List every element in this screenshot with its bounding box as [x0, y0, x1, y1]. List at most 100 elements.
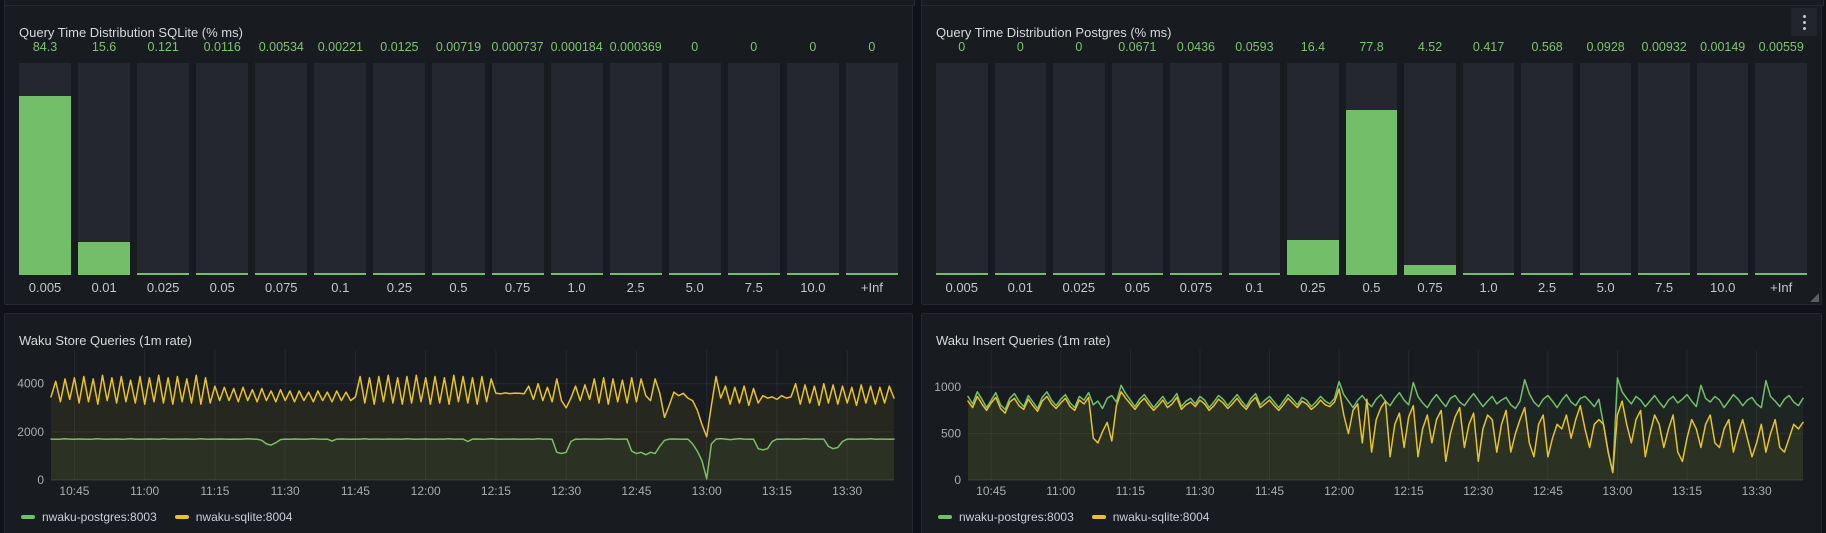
panel-title[interactable]: Query Time Distribution Postgres (% ms): [936, 24, 1172, 40]
bar-fill: [550, 273, 603, 275]
bar-column: 0.568 2.5: [1521, 40, 1573, 296]
bar-fill: [1579, 273, 1632, 275]
bar-track: [1228, 63, 1281, 275]
panel-resize-handle[interactable]: [1810, 293, 1819, 302]
bar-fill: [1111, 273, 1164, 275]
bar-column: 0.0593 0.1: [1228, 40, 1281, 296]
bar-value-label: 16.4: [1300, 40, 1326, 54]
bar-value-label: 0: [868, 40, 876, 54]
x-axis-tick-label: 11:15: [200, 484, 229, 498]
panel-title[interactable]: Waku Insert Queries (1m rate): [936, 332, 1111, 348]
bar-column: 0 7.5: [727, 40, 780, 296]
series-line-nwaku-postgres:8003: [50, 437, 895, 480]
bar-x-label: 1.0: [1479, 280, 1498, 295]
bar-value-label: 0.0436: [1176, 40, 1215, 54]
x-axis-tick-label: 13:00: [1602, 484, 1632, 498]
bar-track: [432, 63, 485, 275]
bar-track: [609, 63, 662, 275]
bar-x-label: 0.025: [1062, 280, 1096, 295]
bar-track: [727, 63, 780, 275]
bar-fill: [1638, 273, 1690, 275]
bar-track: [845, 63, 898, 275]
bar-x-label: 7.5: [1655, 280, 1674, 295]
legend-series-label: nwaku-sqlite:8004: [1112, 510, 1210, 524]
bar-value-label: 0.0125: [380, 40, 419, 54]
legend-series-swatch: [174, 515, 189, 519]
bar-track: [373, 63, 426, 275]
bar-value-label: 0.568: [1531, 40, 1563, 54]
bar-value-label: 0: [809, 40, 817, 54]
panel-title[interactable]: Waku Store Queries (1m rate): [19, 332, 192, 348]
bar-column: 15.6 0.01: [78, 40, 131, 296]
series-area-nwaku-sqlite:8004: [51, 375, 894, 480]
bar-value-label: 0.000184: [550, 40, 603, 54]
bar-track: [1696, 63, 1749, 275]
bar-fill: [1462, 273, 1515, 275]
x-axis-tick-label: 13:30: [1742, 484, 1772, 498]
bar-fill: [373, 273, 426, 275]
bar-track: [1111, 63, 1164, 275]
y-axis-tick-label: 500: [941, 427, 961, 441]
bar-value-label: 0: [958, 40, 966, 54]
bar-value-label: 0: [691, 40, 699, 54]
bar-track: [1755, 63, 1807, 275]
bar-x-label: +Inf: [860, 280, 883, 295]
bar-column: 0.000184 1.0: [550, 40, 603, 296]
bar-column: 0.0671 0.05: [1111, 40, 1164, 296]
bar-track: [1287, 63, 1339, 275]
y-axis-tick-label: 4000: [17, 377, 44, 391]
timeseries-svg: 0 2000 4000 10:45 11:00 11:15 11:30 11:45 12:00 1…: [17, 350, 895, 498]
bar-track: [786, 63, 839, 275]
y-axis-tick-label: 0: [954, 473, 961, 487]
legend-item[interactable]: nwaku-postgres:8003: [938, 510, 1074, 524]
panel-title[interactable]: Query Time Distribution SQLite (% ms): [19, 24, 243, 40]
bar-column: 0.00719 0.5: [432, 40, 485, 296]
bar-fill: [1755, 273, 1807, 275]
bar-value-label: 0.00149: [1700, 40, 1746, 54]
bar-x-label: 0.075: [265, 280, 298, 295]
sqlite-histogram[interactable]: 84.3 0.005 15.6 0.01 0.121 0.025 0.0116 0.05 0.0…: [19, 40, 898, 296]
legend-series-swatch: [21, 515, 35, 519]
x-axis-tick-label: 13:00: [692, 484, 722, 498]
bar-track: [137, 63, 190, 275]
bar-value-label: 0.00534: [258, 40, 304, 54]
bar-fill: [196, 273, 249, 275]
bar-fill: [491, 273, 544, 275]
bar-value-label: 0.417: [1472, 40, 1505, 54]
bar-fill: [845, 273, 898, 275]
bar-track: [314, 63, 367, 275]
legend-item[interactable]: nwaku-postgres:8003: [21, 510, 157, 524]
x-axis-tick-label: 12:00: [411, 484, 441, 498]
x-axis-tick-label: 11:15: [1116, 484, 1145, 498]
postgres-histogram[interactable]: 0 0.005 0 0.01 0 0.025 0.0671 0.05 0.0436 0.075 0.…: [936, 40, 1807, 296]
bar-x-label: 7.5: [744, 280, 763, 295]
bar-x-label: 0.5: [449, 280, 468, 295]
bar-fill: [1053, 273, 1105, 275]
bar-track: [491, 63, 544, 275]
series-area-nwaku-postgres:8003: [51, 438, 894, 480]
y-axis-tick-label: 0: [37, 473, 44, 487]
store-queries-plot[interactable]: 0 2000 4000 10:45 11:00 11:15 11:30 11:45 12:00 1…: [15, 346, 902, 498]
bar-column: 0.00149 10.0: [1696, 40, 1749, 296]
panel-query-time-distribution-postgres: Query Time Distribution Postgres (% ms) …: [921, 5, 1822, 305]
bar-column: 0.0125 0.25: [373, 40, 426, 296]
x-axis-tick-label: 12:00: [1324, 484, 1354, 498]
legend-series-swatch: [1091, 515, 1106, 519]
bar-x-label: 0.25: [1300, 280, 1326, 295]
bar-track: [1053, 63, 1105, 275]
legend-item[interactable]: nwaku-sqlite:8004: [174, 510, 293, 524]
series-line-nwaku-sqlite:8004: [967, 388, 1804, 474]
bar-value-label: 77.8: [1359, 40, 1384, 54]
legend-series-label: nwaku-sqlite:8004: [195, 510, 293, 524]
bar-x-label: 0.75: [1417, 280, 1443, 295]
bar-track: [1404, 63, 1456, 275]
legend-item[interactable]: nwaku-sqlite:8004: [1091, 510, 1210, 524]
bar-fill: [137, 273, 190, 275]
legend-series-label: nwaku-postgres:8003: [42, 510, 157, 524]
bar-column: 0.121 0.025: [137, 40, 190, 296]
panel-menu-kebab-icon[interactable]: [1791, 8, 1817, 36]
bar-x-label: 0.25: [386, 280, 413, 295]
insert-queries-plot[interactable]: 0 500 1000 10:45 11:00 11:15 11:30 11:45 12:00 12…: [932, 346, 1811, 498]
bar-fill: [786, 273, 839, 275]
y-axis-tick-label: 1000: [934, 380, 961, 394]
